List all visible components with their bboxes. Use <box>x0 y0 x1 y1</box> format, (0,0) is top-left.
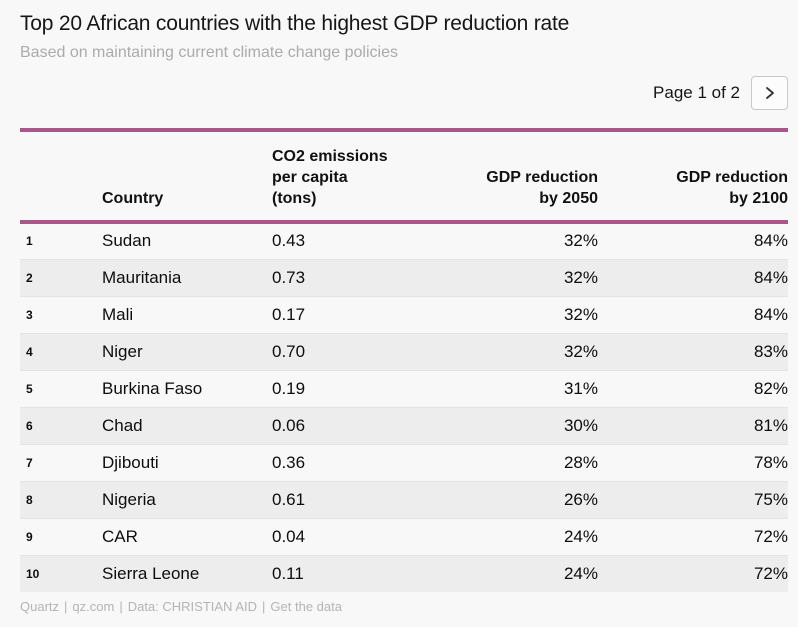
page-subtitle: Based on maintaining current climate cha… <box>20 44 398 61</box>
table-row: 10 Sierra Leone 0.11 24% 72% <box>20 554 788 592</box>
get-the-data-link[interactable]: Get the data <box>270 599 342 614</box>
footer-data-source: Data: CHRISTIAN AID <box>127 599 258 614</box>
footer-site-link[interactable]: qz.com <box>72 599 115 614</box>
table-row: 9 CAR 0.04 24% 72% <box>20 517 788 555</box>
table-row: 6 Chad 0.06 30% 81% <box>20 406 788 444</box>
co2-cell: 0.19 <box>272 369 418 407</box>
gdp2050-cell: 32% <box>563 231 598 251</box>
country-column-header: Country <box>102 132 272 224</box>
gdp2050-column-header: GDP reduction by 2050 <box>418 132 598 224</box>
co2-cell: 0.36 <box>272 443 418 481</box>
footer-separator: | <box>262 599 266 614</box>
country-cell: Sierra Leone <box>102 554 272 592</box>
country-cell: Niger <box>102 332 272 370</box>
gdp2100-cell: 72% <box>598 517 788 555</box>
pagination: Page 1 of 2 <box>20 76 788 110</box>
gdp2050-cell: 26% <box>418 480 598 518</box>
rank-cell: 7 <box>20 443 102 481</box>
attribution-footer: Quartz | qz.com | Data: CHRISTIAN AID | Get th… <box>20 599 788 614</box>
co2-cell: 0.43 <box>272 231 306 251</box>
pagination-label: Page 1 of 2 <box>653 83 740 102</box>
table-row: 2 Mauritania 0.73 32% 84% <box>20 258 788 296</box>
gdp-reduction-table: Country CO2 emissions per capita (tons) … <box>20 132 788 592</box>
gdp2100-cell: 78% <box>598 443 788 481</box>
country-cell: Djibouti <box>102 443 272 481</box>
gdp2100-cell: 83% <box>598 332 788 370</box>
co2-cell: 0.17 <box>272 295 418 333</box>
footer-separator: | <box>64 599 68 614</box>
chevron-right-icon <box>764 86 776 100</box>
rank-cell: 2 <box>20 258 102 296</box>
co2-cell: 0.06 <box>272 406 418 444</box>
rank-column-header <box>20 132 102 224</box>
gdp2050-cell: 32% <box>418 332 598 370</box>
country-cell: Mali <box>102 295 272 333</box>
gdp2100-cell: 84% <box>753 231 788 251</box>
footer-brand: Quartz <box>20 599 60 614</box>
rank-cell: 3 <box>20 295 102 333</box>
co2-cell: 0.70 <box>272 332 418 370</box>
co2-cell: 0.11 <box>272 554 418 592</box>
table-row: 4 Niger 0.70 32% 83% <box>20 332 788 370</box>
gdp2100-cell: 72% <box>598 554 788 592</box>
rank-cell: 9 <box>20 517 102 555</box>
rank-cell: 5 <box>20 369 102 407</box>
co2-column-header: CO2 emissions per capita (tons) <box>272 132 418 224</box>
gdp2100-cell: 82% <box>598 369 788 407</box>
co2-cell: 0.61 <box>272 480 418 518</box>
next-page-button[interactable] <box>751 76 788 110</box>
gdp2100-cell: 84% <box>598 295 788 333</box>
chart-container: Top 20 African countries with the highes… <box>20 0 788 614</box>
table-row: 1 Sudan 0.43 32% 84% <box>20 222 788 259</box>
co2-cell: 0.73 <box>272 258 418 296</box>
table-header-row: Country CO2 emissions per capita (tons) … <box>20 132 788 224</box>
page-title: Top 20 African countries with the highes… <box>20 12 570 35</box>
gdp2100-cell: 84% <box>598 258 788 296</box>
country-cell: Chad <box>102 406 272 444</box>
gdp2050-cell: 24% <box>418 554 598 592</box>
country-cell: Burkina Faso <box>102 369 272 407</box>
country-cell: Sudan <box>102 231 152 251</box>
gdp2050-cell: 28% <box>418 443 598 481</box>
country-cell: Nigeria <box>102 480 272 518</box>
rank-cell: 6 <box>20 406 102 444</box>
gdp2050-cell: 30% <box>418 406 598 444</box>
country-cell: CAR <box>102 517 272 555</box>
rank-cell: 4 <box>20 332 102 370</box>
gdp2050-cell: 32% <box>418 295 598 333</box>
rank-cell: 1 <box>26 234 33 249</box>
country-cell: Mauritania <box>102 258 272 296</box>
gdp2100-column-header: GDP reduction by 2100 <box>598 132 788 224</box>
rank-cell: 8 <box>20 480 102 518</box>
table-row: 5 Burkina Faso 0.19 31% 82% <box>20 369 788 407</box>
footer-separator: | <box>119 599 123 614</box>
gdp2050-cell: 32% <box>418 258 598 296</box>
gdp2100-cell: 75% <box>598 480 788 518</box>
table-row: 3 Mali 0.17 32% 84% <box>20 295 788 333</box>
table-row: 7 Djibouti 0.36 28% 78% <box>20 443 788 481</box>
table-top-rule <box>20 128 788 132</box>
rank-cell: 10 <box>20 554 102 592</box>
gdp2050-cell: 24% <box>418 517 598 555</box>
gdp2100-cell: 81% <box>598 406 788 444</box>
gdp2050-cell: 31% <box>418 369 598 407</box>
table-row: 8 Nigeria 0.61 26% 75% <box>20 480 788 518</box>
co2-cell: 0.04 <box>272 517 418 555</box>
